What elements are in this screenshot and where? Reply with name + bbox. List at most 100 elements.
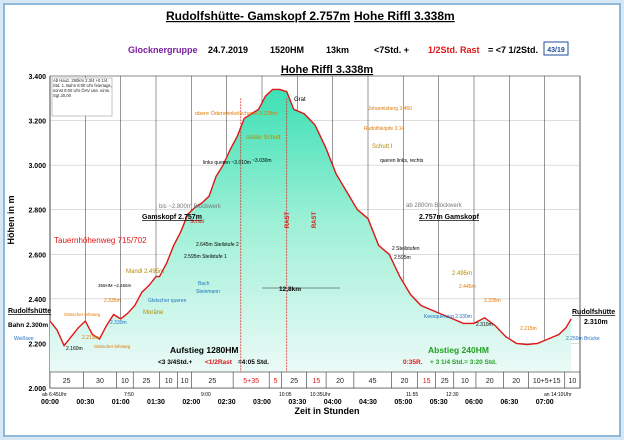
y-tick-label: 2.200 — [28, 341, 46, 348]
note-box — [51, 77, 113, 117]
grat-label: Grat — [294, 97, 306, 103]
l355-label: 355HM ~2.465m — [98, 283, 132, 288]
distance-label: 13km — [326, 45, 349, 55]
time-b-label: 1/2Std. Rast — [428, 45, 480, 55]
schutt-right: Schutt I — [372, 144, 393, 150]
profile-area — [50, 89, 572, 389]
x-tick-label: 03:30 — [288, 399, 306, 406]
x-tick-label: 02:00 — [182, 399, 200, 406]
t-start: ab 6:45Uhr — [42, 392, 67, 398]
s3030-label: ~3.030m — [252, 158, 272, 164]
y-tick-label: 3.200 — [28, 119, 46, 126]
x-tick-label: 03:00 — [253, 399, 271, 406]
links-queren: links queren ~3.010m — [203, 160, 251, 166]
t-1155: 11:55 — [406, 392, 418, 398]
segment-label: 25 — [290, 378, 298, 385]
segment-label: 15 — [423, 378, 431, 385]
rast-1: RAST — [285, 212, 291, 229]
h2445-label: 2.445m — [459, 284, 476, 290]
johannisberg-label: Johannisberg 3.460 — [368, 106, 412, 112]
x-tick-label: 00:00 — [41, 399, 59, 406]
segment-label: 10 — [568, 378, 576, 385]
distance-mid: 12,8km — [279, 286, 301, 293]
steiler-schutt: steiler Schutt — [246, 135, 281, 141]
y-tick-label: 2.400 — [28, 297, 46, 304]
y-tick-label: 2.800 — [28, 208, 46, 215]
rudolfshuette-left: Rudolfshütte — [8, 308, 51, 315]
segment-label: 10 — [181, 378, 189, 385]
abstieg-sub-b: + 3 1/4 Std.= 3:20 Std. — [430, 359, 497, 366]
x-tick-label: 05:00 — [394, 399, 412, 406]
aufstieg-sub-b: <1/2Rast — [205, 359, 233, 366]
segment-label: 10 — [461, 378, 469, 385]
steinmann-label: Steinmann — [196, 289, 220, 295]
weissee-left: Weißsee — [14, 336, 34, 342]
x-tick-label: 07:00 — [536, 399, 554, 406]
segment-label: 45 — [369, 378, 377, 385]
y-tick-label: 2.600 — [28, 252, 46, 259]
x-tick-label: 01:00 — [112, 399, 130, 406]
x-tick-label: 04:30 — [359, 399, 377, 406]
segment-label: 10+5+15 — [533, 378, 561, 385]
segment-label: 15 — [312, 378, 320, 385]
segment-label: 20 — [512, 378, 520, 385]
segment-label: 20 — [401, 378, 409, 385]
y-ticks: 2.000 2.200 2.400 2.600 2.800 3.000 3.200 3.400 — [28, 74, 46, 393]
x-tick-label: 00:30 — [76, 399, 94, 406]
h2595-label: 2.595m — [394, 255, 411, 261]
t-900: 9:00 — [201, 392, 211, 398]
glet-queren-top: Gletscher queren — [148, 298, 187, 304]
h2310-label: 2.310m — [476, 322, 493, 328]
t-1005: 10:05 — [279, 392, 292, 398]
segment-label: 30 — [96, 378, 104, 385]
moraene-label: Moräne — [143, 310, 164, 316]
date-label: 24.7.2019 — [208, 45, 248, 55]
stufe1-label: 2.595m Steilstufe 1 — [184, 254, 227, 260]
stufe2-label: 2.645m Steilstufe 2 — [196, 242, 239, 248]
t-1410: an 14:10Uhr — [544, 392, 572, 398]
x-ticks: 00:00 00:30 01:00 01:30 02:00 02:30 03:00 03:30… — [41, 399, 554, 406]
gletscher-lehrweg-top: Gletscher lehrweg — [64, 312, 101, 317]
segment-label: 5 — [274, 378, 278, 385]
chart-title: Hohe Riffl 3.338m — [281, 64, 374, 76]
stufen2-label: 2 Steilstufen — [392, 246, 420, 252]
title-part-1: Rudolfshütte- Gamskopf 2.757m — [166, 9, 350, 23]
page-badge: 43/19 — [547, 47, 565, 54]
x-axis-label: Zeit in Stunden — [295, 406, 360, 416]
rudolfs-label: Rudolfsköpfe 3.14 — [364, 126, 405, 132]
segment-label: 10 — [121, 378, 129, 385]
ab-blockwerk: ab 2800m Blockwerk — [406, 203, 463, 209]
bahn-left: Bahn 2.300m — [8, 322, 48, 329]
segment-label: 10 — [165, 378, 173, 385]
x-tick-label: 05:30 — [430, 399, 448, 406]
note-fo: Ab Hauz. 250km 2.3/4 +0 1/4 Std. 1. Bahn… — [53, 78, 112, 98]
segment-label: 25 — [63, 378, 71, 385]
aufstieg-sub-a: <3 3/4Std.+ — [158, 359, 193, 366]
rast-lines — [240, 98, 288, 388]
t-1035: 10:35Uhr — [310, 392, 331, 398]
h2330-left: 2.330m — [110, 320, 127, 326]
time-a-label: <7Std. + — [374, 45, 409, 55]
queren-links: queren links, rechts — [380, 158, 424, 164]
rudolfshuette-right: Rudolfshütte — [572, 309, 615, 316]
title-part-2: Hohe Riffl 3.338m — [354, 9, 455, 23]
mandl-right: 2.495m — [452, 271, 472, 277]
x-tick-label: 06:00 — [465, 399, 483, 406]
tauern-label: Tauernhöhenweg 715/702 — [54, 236, 147, 245]
abstieg-sub-a: 0:35R. — [403, 359, 423, 366]
aufstieg-sub-c: =4:05 Std. — [238, 359, 269, 366]
segment-label: 20 — [336, 378, 344, 385]
abstieg-label: Abstieg 240HM — [428, 345, 489, 355]
x-tick-label: 01:30 — [147, 399, 165, 406]
height-right: 2.310m — [584, 319, 608, 326]
aufstieg-label: Aufstieg 1280HM — [170, 345, 239, 355]
y-tick-label: 3.400 — [28, 74, 46, 81]
sch-label: Schutt — [190, 219, 205, 225]
segment-label: 20 — [486, 378, 494, 385]
gamskopf-right: 2.757m Gamskopf — [419, 214, 480, 221]
gamskopf-left: Gamskopf 2.757m — [142, 214, 202, 221]
y-tick-label: 2.000 — [28, 386, 46, 393]
x-tick-label: 02:30 — [218, 399, 236, 406]
gletscher-lehrweg: Gletscher lehrweg — [94, 344, 131, 349]
